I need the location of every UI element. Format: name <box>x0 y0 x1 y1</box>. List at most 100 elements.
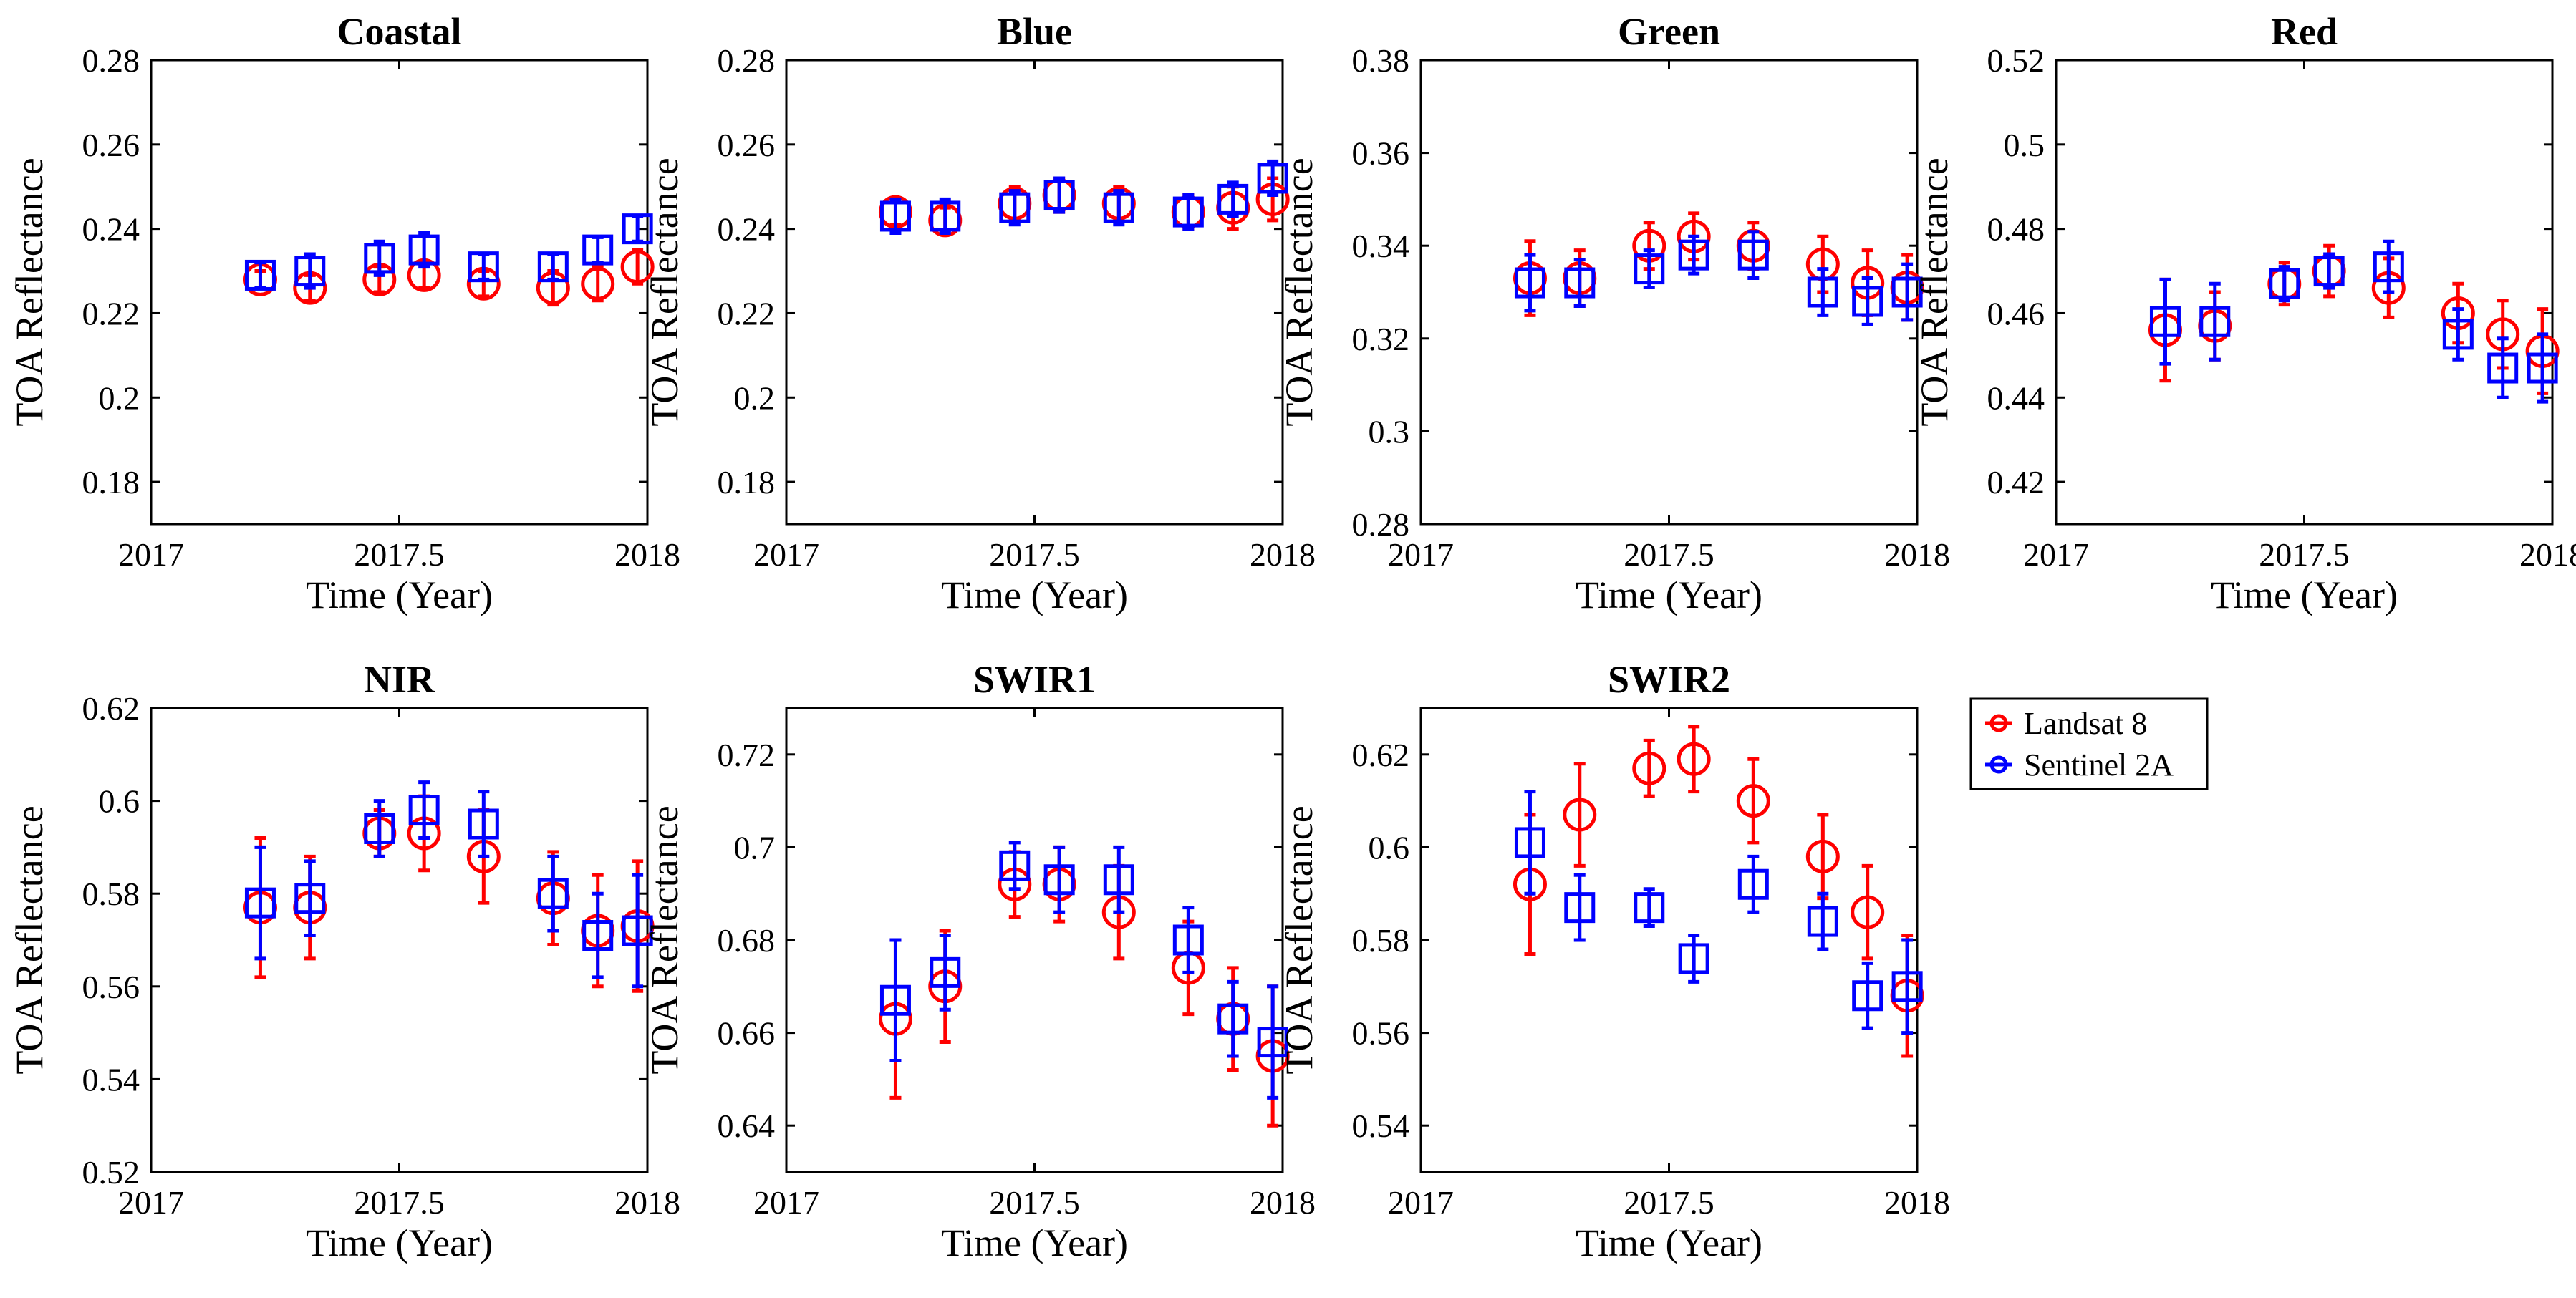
blue-y-tick-label: 0.26 <box>718 127 776 163</box>
blue-x-tick-label: 2017 <box>753 536 819 573</box>
swir1-y-tick-label: 0.66 <box>718 1015 776 1052</box>
legend-landsat-marker <box>1989 714 2008 732</box>
coastal-y-tick-label: 0.22 <box>82 295 140 331</box>
red-x-axis-label: Time (Year) <box>2211 573 2398 616</box>
coastal-plot-area <box>150 59 649 526</box>
coastal-y-tick-label: 0.28 <box>82 42 140 79</box>
red-plot-area <box>2055 59 2554 526</box>
coastal-x-tick-label: 2017.5 <box>354 536 445 573</box>
coastal-x-tick-label: 2017 <box>118 536 184 573</box>
green-x-tick-label: 2018 <box>1884 536 1950 573</box>
swir2-title: SWIR2 <box>1608 658 1730 701</box>
blue-point-sentinel <box>1217 183 1249 215</box>
coastal-point-sentinel <box>622 213 653 245</box>
panel-nir: NIR 2017 2017.5 2018 0.52 0.54 0.56 0.58 0.6 0.62… <box>8 658 680 1264</box>
blue-plot-area <box>785 59 1284 526</box>
red-x-tick-label: 2017 <box>2023 536 2089 573</box>
nir-y-tick-label: 0.56 <box>82 969 140 1005</box>
panel-swir1: SWIR1 2017 2017.5 2018 0.64 0.66 0.68 0.7 0.72 Ti… <box>643 658 1316 1264</box>
blue-title: Blue <box>997 10 1072 53</box>
nir-y-axis-label: TOA Reflectance <box>8 805 51 1074</box>
swir2-point-sentinel <box>1564 892 1596 924</box>
blue-y-axis-label: TOA Reflectance <box>643 158 686 426</box>
swir1-point-sentinel <box>999 850 1031 881</box>
legend-label-landsat: Landsat 8 <box>2024 706 2147 741</box>
nir-point-sentinel <box>364 813 395 844</box>
green-x-tick-label: 2017.5 <box>1624 536 1714 573</box>
nir-x-tick-label: 2017.5 <box>354 1184 445 1221</box>
legend-label-sentinel: Sentinel 2A <box>2024 747 2174 783</box>
swir2-point-sentinel <box>1807 906 1838 937</box>
swir2-y-tick-label: 0.62 <box>1352 737 1410 773</box>
swir2-point-sentinel <box>1737 868 1769 900</box>
swir2-point-landsat <box>1563 798 1597 832</box>
swir2-series-sentinel-2a <box>1514 790 1923 1035</box>
swir1-y-tick-label: 0.72 <box>718 737 776 773</box>
nir-point-sentinel <box>468 808 499 840</box>
swir1-y-tick-label: 0.64 <box>718 1108 776 1144</box>
red-series-sentinel-2a <box>2149 239 2558 404</box>
swir1-plot-area <box>785 707 1284 1173</box>
swir1-x-tick-label: 2017.5 <box>989 1184 1080 1221</box>
red-title: Red <box>2271 10 2338 53</box>
green-y-tick-label: 0.28 <box>1352 506 1410 543</box>
red-point-sentinel <box>2527 352 2558 384</box>
coastal-point-sentinel <box>408 234 440 266</box>
coastal-point-sentinel <box>364 243 395 274</box>
red-y-tick-label: 0.48 <box>1987 211 2045 248</box>
panel-green: Green 2017 2017.5 2018 0.28 0.3 0.32 0.34 0.36 0.… <box>1278 10 1950 616</box>
swir1-x-axis-label: Time (Year) <box>941 1221 1128 1264</box>
nir-point-sentinel <box>244 887 276 919</box>
blue-y-tick-label: 0.24 <box>718 211 776 248</box>
green-y-tick-label: 0.32 <box>1352 321 1410 357</box>
swir2-point-landsat <box>1805 839 1840 873</box>
coastal-y-tick-label: 0.24 <box>82 211 140 248</box>
green-point-sentinel <box>1737 239 1769 271</box>
swir2-y-tick-label: 0.58 <box>1352 922 1410 959</box>
green-plot-area <box>1419 59 1919 526</box>
green-point-sentinel <box>1678 239 1709 271</box>
green-y-tick-label: 0.38 <box>1352 42 1410 79</box>
red-point-sentinel <box>2149 306 2181 337</box>
blue-point-sentinel <box>1043 180 1075 211</box>
nir-y-tick-label: 0.6 <box>99 783 140 820</box>
swir1-point-sentinel <box>1043 864 1075 896</box>
legend-item-sentinel: Sentinel 2A <box>1985 747 2174 783</box>
green-y-tick-label: 0.3 <box>1369 413 1410 450</box>
red-point-sentinel <box>2442 319 2474 350</box>
panel-coastal: Coastal 2017 2017.5 2018 0.18 0.2 0.22 0.24 0.26… <box>8 10 680 616</box>
nir-y-tick-label: 0.54 <box>82 1061 140 1098</box>
swir1-x-tick-label: 2017 <box>753 1184 819 1221</box>
coastal-point-landsat <box>620 250 655 284</box>
blue-point-sentinel <box>930 200 961 232</box>
swir2-point-sentinel <box>1852 980 1883 1012</box>
coastal-x-axis-label: Time (Year) <box>306 573 493 616</box>
nir-x-tick-label: 2018 <box>614 1184 680 1221</box>
panel-red: Red 2017 2017.5 2018 0.42 0.44 0.46 0.48 0.5 0.52… <box>1913 10 2576 616</box>
legend-sentinel-marker <box>1989 755 2008 774</box>
red-point-sentinel <box>2373 251 2404 283</box>
swir2-y-axis-label: TOA Reflectance <box>1278 805 1321 1074</box>
nir-point-sentinel <box>408 795 440 826</box>
green-y-axis-label: TOA Reflectance <box>1278 158 1321 426</box>
swir1-point-sentinel <box>1257 1027 1288 1058</box>
blue-x-tick-label: 2018 <box>1250 536 1316 573</box>
green-point-sentinel <box>1852 286 1883 317</box>
red-y-tick-label: 0.42 <box>1987 464 2045 500</box>
swir1-point-sentinel <box>1103 864 1134 896</box>
nir-title: NIR <box>364 658 435 701</box>
swir2-y-tick-label: 0.56 <box>1352 1015 1410 1052</box>
coastal-title: Coastal <box>337 10 462 53</box>
panels: Coastal 2017 2017.5 2018 0.18 0.2 0.22 0.24 0.26… <box>8 10 2576 1264</box>
swir1-point-sentinel <box>879 984 911 1016</box>
swir1-y-tick-label: 0.68 <box>718 922 776 959</box>
panel-blue: Blue 2017 2017.5 2018 0.18 0.2 0.22 0.24 0.26 0.2… <box>643 10 1316 616</box>
red-point-sentinel <box>2199 306 2231 337</box>
green-x-axis-label: Time (Year) <box>1576 573 1762 616</box>
red-point-sentinel <box>2313 256 2345 287</box>
red-y-tick-label: 0.52 <box>1987 42 2045 79</box>
coastal-y-axis-label: TOA Reflectance <box>8 158 51 426</box>
nir-point-sentinel <box>537 878 569 909</box>
swir2-x-tick-label: 2017.5 <box>1624 1184 1714 1221</box>
